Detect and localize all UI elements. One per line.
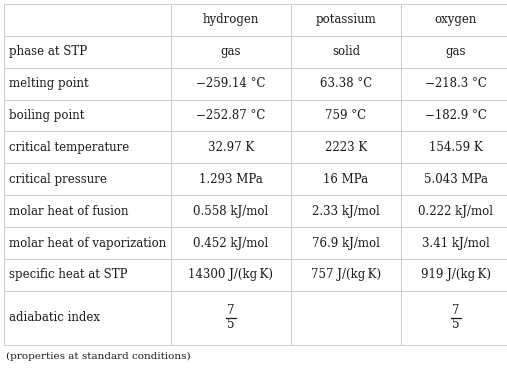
Text: −252.87 °C: −252.87 °C: [196, 109, 266, 122]
Text: melting point: melting point: [9, 77, 89, 90]
Text: −218.3 °C: −218.3 °C: [425, 77, 487, 90]
Text: molar heat of vaporization: molar heat of vaporization: [9, 237, 166, 249]
Text: 919 J/(kg K): 919 J/(kg K): [421, 268, 491, 281]
Text: 5: 5: [452, 318, 460, 332]
Text: 2.33 kJ/mol: 2.33 kJ/mol: [312, 205, 380, 218]
Text: 0.558 kJ/mol: 0.558 kJ/mol: [193, 205, 269, 218]
Text: oxygen: oxygen: [435, 13, 477, 26]
Text: adiabatic index: adiabatic index: [9, 311, 100, 324]
Text: 3.41 kJ/mol: 3.41 kJ/mol: [422, 237, 490, 249]
Text: boiling point: boiling point: [9, 109, 84, 122]
Text: 759 °C: 759 °C: [325, 109, 367, 122]
Text: hydrogen: hydrogen: [203, 13, 259, 26]
Text: solid: solid: [332, 45, 360, 58]
Text: critical pressure: critical pressure: [9, 173, 107, 186]
Text: 757 J/(kg K): 757 J/(kg K): [311, 268, 381, 281]
Text: 16 MPa: 16 MPa: [323, 173, 369, 186]
Text: critical temperature: critical temperature: [9, 141, 129, 154]
Text: 154.59 K: 154.59 K: [429, 141, 483, 154]
Text: (properties at standard conditions): (properties at standard conditions): [6, 352, 191, 361]
Text: potassium: potassium: [316, 13, 376, 26]
Text: 63.38 °C: 63.38 °C: [320, 77, 372, 90]
Text: molar heat of fusion: molar heat of fusion: [9, 205, 128, 218]
Text: 76.9 kJ/mol: 76.9 kJ/mol: [312, 237, 380, 249]
Text: 32.97 K: 32.97 K: [208, 141, 254, 154]
Text: 0.452 kJ/mol: 0.452 kJ/mol: [193, 237, 269, 249]
Text: 1.293 MPa: 1.293 MPa: [199, 173, 263, 186]
Text: 2223 K: 2223 K: [325, 141, 367, 154]
Text: gas: gas: [221, 45, 241, 58]
Text: 7: 7: [227, 304, 235, 317]
Text: specific heat at STP: specific heat at STP: [9, 268, 127, 281]
Text: phase at STP: phase at STP: [9, 45, 87, 58]
Text: 7: 7: [452, 304, 460, 317]
Text: gas: gas: [446, 45, 466, 58]
Text: 0.222 kJ/mol: 0.222 kJ/mol: [418, 205, 493, 218]
Text: 5: 5: [227, 318, 235, 332]
Text: −259.14 °C: −259.14 °C: [196, 77, 266, 90]
Text: 14300 J/(kg K): 14300 J/(kg K): [189, 268, 273, 281]
Text: −182.9 °C: −182.9 °C: [425, 109, 487, 122]
Text: 5.043 MPa: 5.043 MPa: [424, 173, 488, 186]
